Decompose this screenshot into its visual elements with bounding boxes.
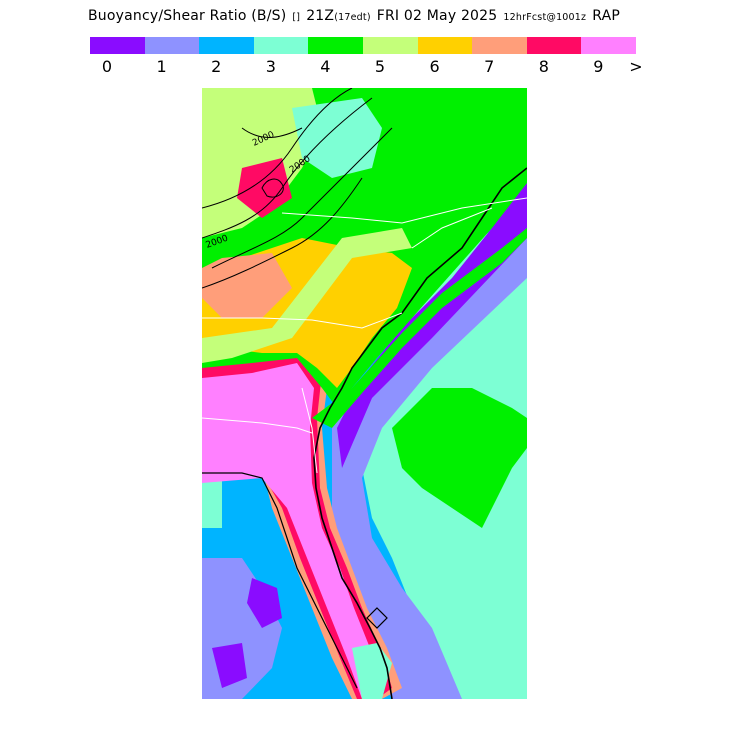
legend-tick-7: 7 (484, 57, 495, 76)
legend-swatch-8 (526, 37, 582, 54)
title-model: RAP (592, 8, 621, 24)
title-main: Buoyancy/Shear Ratio (B/S) (88, 8, 287, 24)
gulf-purple-2 (212, 643, 247, 688)
northwest-red (237, 158, 292, 218)
gulf-coastline (202, 472, 358, 689)
legend-swatch-0 (90, 37, 145, 54)
contour-lines (202, 88, 393, 289)
legend-tick-9: 9 (593, 57, 604, 76)
legend-tick-1: 1 (156, 57, 167, 76)
legend-swatch-1 (144, 37, 200, 54)
gulf-purple-1 (247, 578, 282, 628)
color-legend (90, 37, 636, 54)
legend-ticks: 0 1 2 3 4 5 6 7 8 9 > (90, 57, 650, 77)
legend-swatch-4 (308, 37, 363, 54)
legend-tick-10: > (629, 57, 643, 76)
legend-tick-5: 5 (374, 57, 386, 76)
legend-swatch-2 (199, 37, 254, 54)
gulf-aqua (202, 468, 222, 528)
legend-tick-0: 0 (101, 57, 113, 76)
lavender-band (332, 238, 527, 699)
legend-tick-6: 6 (429, 57, 440, 76)
florida-keys-aqua (352, 643, 392, 699)
florida-high-region (202, 363, 382, 699)
map-title: Buoyancy/Shear Ratio (B/S) [] 21Z(17edt) FR… (88, 8, 620, 24)
map-panel: 2000 2000 2000 (202, 88, 527, 699)
purple-band (337, 183, 527, 468)
coastline (313, 167, 527, 699)
state-borders (202, 197, 527, 474)
lightgreen-strip (202, 228, 412, 363)
marker-diamond (366, 607, 388, 629)
legend-swatch-6 (417, 37, 473, 54)
coast-green-strip (312, 228, 527, 428)
title-time-local: (17edt) (334, 12, 371, 23)
title-forecast: 12hrFcst@1001z (503, 12, 587, 23)
map-graphic: 2000 2000 2000 (202, 88, 527, 699)
legend-tick-8: 8 (538, 57, 549, 76)
title-time: 21Z (306, 8, 335, 24)
legend-swatch-5 (362, 37, 418, 54)
title-date: FRI 02 May 2025 (376, 8, 498, 24)
legend-tick-2: 2 (211, 57, 222, 76)
legend-tick-3: 3 (265, 57, 276, 76)
interior-salmon (202, 253, 292, 318)
legend-swatch-3 (253, 37, 309, 54)
legend-swatch-7 (472, 37, 527, 54)
legend-tick-4: 4 (320, 57, 331, 76)
title-marker: [] (292, 12, 301, 23)
green-ocean-region (392, 388, 527, 528)
legend-swatch-9 (581, 37, 636, 54)
